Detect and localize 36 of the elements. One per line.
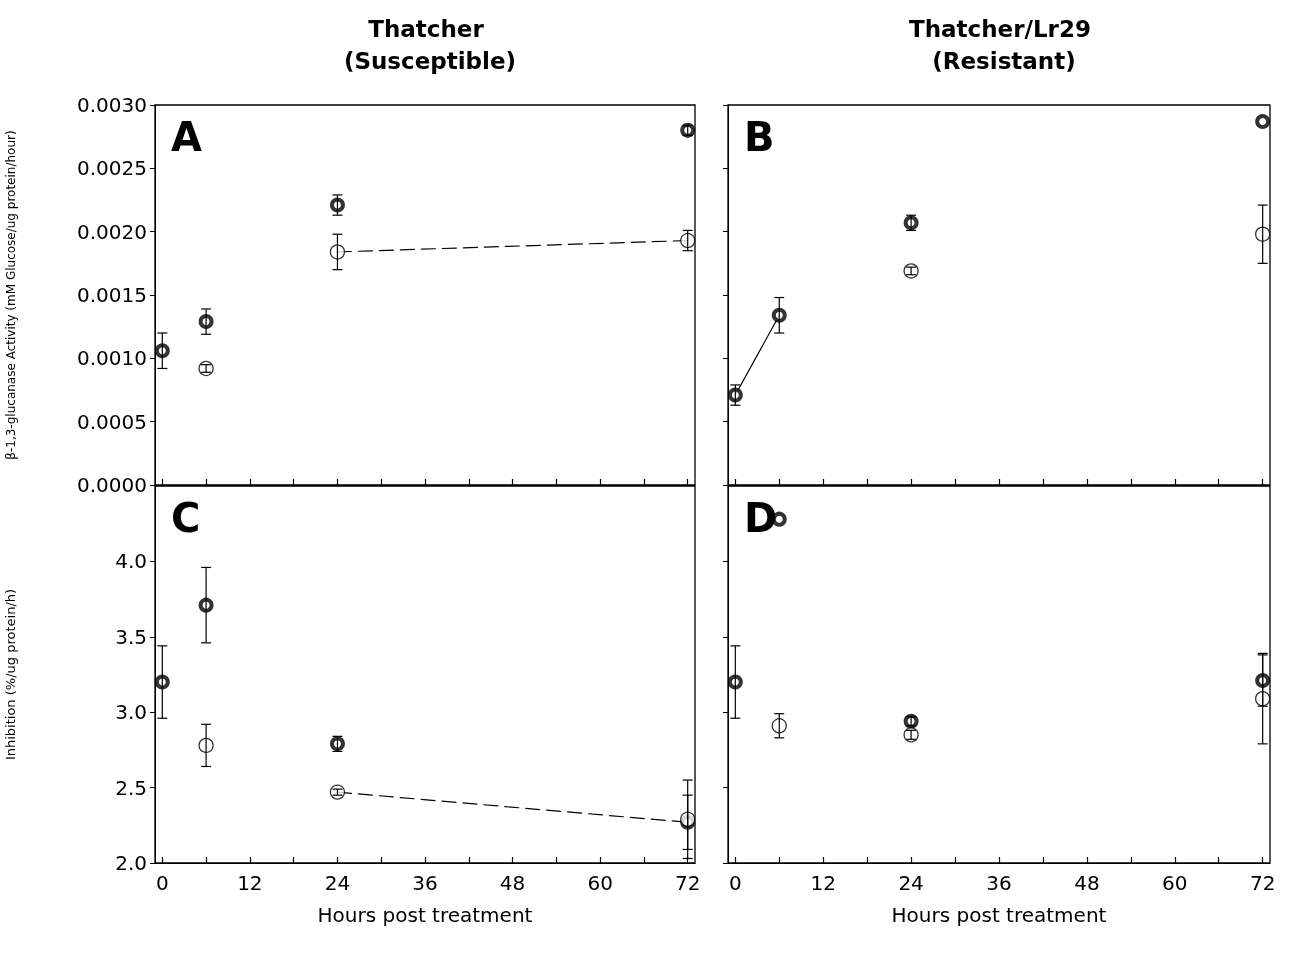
x-tick-label: 60 bbox=[587, 871, 613, 895]
x-tick-label: 48 bbox=[499, 871, 526, 895]
y-tick-label: 4.0 bbox=[115, 549, 147, 574]
y-tick-label: 0.0005 bbox=[77, 409, 147, 434]
y-tick-label: 0.0025 bbox=[77, 156, 147, 181]
x-tick-label: 12 bbox=[237, 871, 263, 895]
y-tick-label: 0.0030 bbox=[77, 93, 147, 117]
annotation: B bbox=[744, 114, 775, 160]
y-tick-label: 3.0 bbox=[115, 700, 147, 725]
y-tick-label: 0.0020 bbox=[77, 219, 147, 244]
x-tick-label: 0 bbox=[155, 871, 169, 895]
x-tick-label: 12 bbox=[810, 871, 836, 895]
y-tick-label: 3.5 bbox=[115, 624, 147, 649]
y-tick-label: 0.0015 bbox=[77, 283, 147, 307]
annotation: D bbox=[744, 495, 778, 541]
y-axis-title: Inhibition (%/ug protein/h) bbox=[3, 588, 18, 761]
x-tick-label: 60 bbox=[1162, 871, 1188, 895]
y-tick-label: 2.5 bbox=[115, 775, 147, 800]
x-tick-label: 24 bbox=[324, 871, 351, 895]
x-tick-label: 72 bbox=[1249, 871, 1276, 895]
x-tick-label: 0 bbox=[728, 871, 742, 895]
x-tick-label: 48 bbox=[1074, 871, 1100, 895]
chart-title: Thatcher/Lr29 (Resistant) bbox=[909, 16, 1099, 74]
y-tick-label: 2.0 bbox=[115, 851, 147, 875]
annotation: A bbox=[171, 114, 202, 160]
y-axis-title: β-1,3-glucanase Activity (mM Glucose/ug protein/hour) bbox=[4, 130, 18, 460]
y-tick-label: 0.0000 bbox=[77, 473, 147, 497]
x-axis-title: Hours post treatment bbox=[891, 903, 1107, 927]
x-tick-label: 36 bbox=[986, 871, 1012, 895]
chart-title: Thatcher (Susceptible) bbox=[343, 16, 517, 74]
y-tick-label: 0.0010 bbox=[77, 346, 147, 371]
x-tick-label: 36 bbox=[412, 871, 438, 895]
x-tick-label: 72 bbox=[674, 871, 701, 895]
annotation: C bbox=[171, 495, 201, 541]
x-tick-label: 24 bbox=[898, 871, 924, 895]
x-axis-title: Hours post treatment bbox=[317, 903, 533, 927]
